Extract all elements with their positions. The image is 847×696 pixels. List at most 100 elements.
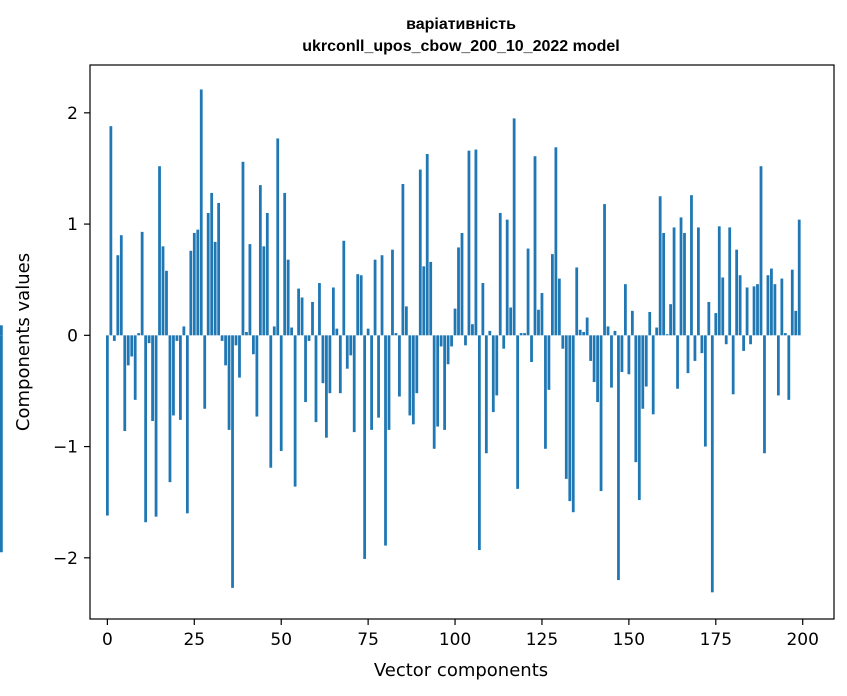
bar (797, 219, 801, 336)
bar (147, 335, 151, 344)
bar (571, 335, 575, 513)
bar (735, 249, 739, 336)
bar (366, 328, 370, 336)
bar (192, 232, 196, 336)
bar (398, 335, 401, 397)
bar (415, 335, 419, 394)
y-tick-label: −1 (53, 438, 78, 458)
bar (432, 335, 436, 449)
bar (262, 246, 266, 336)
bar (467, 150, 471, 336)
bar (161, 246, 165, 336)
bar (182, 326, 186, 336)
bar (245, 331, 248, 336)
bar (311, 301, 314, 336)
bar (526, 248, 530, 336)
bar (443, 335, 447, 430)
bar (648, 311, 652, 336)
bar (665, 334, 669, 336)
bar (488, 330, 492, 336)
x-tick-label: 175 (700, 630, 732, 650)
x-tick-label: 25 (183, 630, 205, 650)
bar (377, 335, 380, 418)
bar (213, 241, 217, 336)
bar (335, 328, 339, 336)
bar (710, 335, 714, 593)
bar (523, 333, 526, 336)
bar (401, 184, 405, 336)
bar (411, 335, 415, 425)
bar (679, 217, 683, 336)
bars-group (0, 89, 801, 593)
bar (624, 284, 627, 336)
bar (693, 335, 697, 361)
bar (756, 284, 759, 336)
y-axis-label: Components values (13, 253, 34, 431)
plot-frame (89, 64, 835, 620)
bar (175, 335, 179, 341)
bar (252, 335, 255, 355)
bar (610, 335, 613, 388)
bar (530, 335, 533, 363)
bar (255, 335, 259, 417)
bar (307, 335, 311, 341)
bar (655, 327, 659, 336)
bar (617, 335, 620, 581)
bar (283, 192, 287, 336)
chart-title-line-1: варіативність (406, 16, 516, 33)
bar (759, 166, 763, 336)
bar (140, 231, 144, 336)
bar (269, 335, 273, 468)
bar (787, 335, 791, 400)
bar (783, 333, 787, 336)
bar (453, 308, 457, 336)
bar (544, 335, 547, 449)
bar (477, 335, 481, 551)
bar (551, 254, 554, 336)
bar (578, 329, 582, 336)
bar (533, 156, 537, 336)
bar (238, 335, 241, 378)
bar (196, 229, 200, 336)
bar (637, 335, 641, 500)
bar (589, 335, 593, 361)
bar (112, 335, 116, 341)
bar (707, 301, 711, 336)
chart-title-line-2: ukrconll_upos_cbow_200_10_2022 model (302, 38, 619, 55)
y-tick-label: 0 (67, 326, 78, 346)
x-tick-label: 150 (613, 630, 645, 650)
bar (185, 335, 189, 514)
bar (686, 335, 690, 374)
bar (387, 335, 391, 430)
bar (231, 335, 234, 588)
bar (790, 269, 794, 336)
x-axis-label: Vector components (374, 660, 548, 681)
bar (662, 232, 666, 336)
bar (199, 89, 203, 336)
bar (304, 335, 307, 403)
bar (450, 335, 453, 347)
bar (776, 335, 780, 396)
bar (144, 335, 148, 523)
bar (505, 219, 509, 336)
bar (547, 335, 551, 390)
bar (717, 226, 721, 336)
bar (606, 326, 610, 336)
x-tick-label: 0 (102, 630, 113, 650)
bar (446, 335, 450, 365)
bar (557, 278, 561, 336)
y-tick-label: 2 (67, 104, 78, 124)
bar (318, 283, 321, 336)
bar (133, 335, 137, 400)
bar (481, 283, 485, 336)
bar (425, 154, 429, 336)
bar (676, 335, 679, 389)
bar (404, 306, 408, 336)
bar (585, 317, 589, 336)
bar (763, 335, 766, 454)
bar (672, 227, 676, 336)
bar (168, 335, 172, 483)
y-tick-label: 1 (67, 215, 78, 235)
bar (210, 192, 214, 336)
